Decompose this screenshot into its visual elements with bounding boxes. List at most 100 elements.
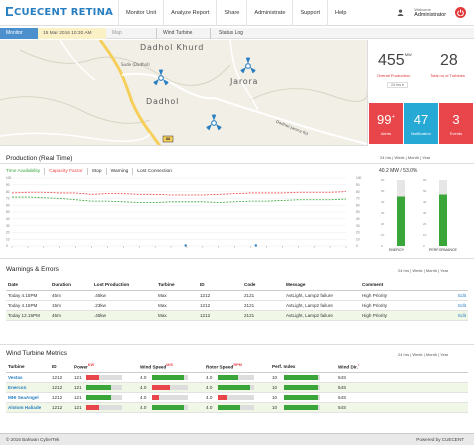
col-turbine[interactable]: Turbine (156, 280, 198, 291)
nav-analyze-report[interactable]: Analyze Report (163, 0, 216, 26)
wtm-title: Wind Turbine Metrics (6, 350, 68, 357)
col-power[interactable]: PowerKW (72, 362, 138, 373)
col-code[interactable]: Code (242, 280, 284, 291)
cell-message: AvtLight, Lamp2 failure (284, 300, 360, 311)
event-marker[interactable] (184, 244, 187, 247)
turbine-link[interactable]: Enercon (6, 382, 50, 393)
col-comment[interactable]: Comment (360, 280, 440, 291)
warnings-title: Warnings & Errors (6, 266, 59, 273)
filter-week[interactable]: Week (412, 352, 423, 357)
warnings-filters: 24 hrs | Week | Month | Year (398, 268, 449, 273)
alerts-value: 99+ (377, 112, 395, 127)
wind-bar (152, 384, 188, 390)
turbine-link[interactable]: Vestas (6, 372, 50, 383)
legend-capacity-factor[interactable]: Capacity Factor (44, 168, 87, 175)
tab-monitor[interactable]: Monitor (0, 28, 38, 39)
turbine-marker-icon[interactable] (239, 57, 257, 75)
wind-bar (152, 394, 188, 400)
filter-week[interactable]: Week (394, 155, 405, 160)
alerts-tile[interactable]: 99+ Alerts (369, 103, 403, 144)
col-id[interactable]: ID (198, 280, 242, 291)
cell-power: 121 (72, 372, 138, 383)
table-row[interactable]: Today 4.15PM 45m .45kw Max 1212 2121 AvtLight,… (6, 290, 468, 301)
series-line-time-availability (12, 196, 347, 203)
filter-month[interactable]: Month (425, 268, 437, 273)
alerts-label: Alerts (380, 131, 392, 136)
tab-status-log[interactable]: Status Log (210, 28, 243, 39)
nav-share[interactable]: Share (216, 0, 246, 26)
filter-24hrs[interactable]: 24 hrs (398, 352, 410, 357)
table-row[interactable]: Today 12.15PM 45m .45kw Max 1212 2121 AvtLight… (6, 310, 468, 321)
col-date[interactable]: Date (6, 280, 50, 291)
cell-turbine: Max (156, 310, 198, 321)
cell-perf: 10 (270, 392, 336, 403)
col-id[interactable]: ID (50, 362, 72, 373)
rotor-bar (218, 404, 254, 410)
col-lost-production[interactable]: Lost Production (92, 280, 156, 291)
divider (0, 344, 474, 345)
nav-monitor-unit[interactable]: Monitor Unit (118, 0, 163, 26)
legend-lost-connection[interactable]: Lost Connection (132, 168, 176, 175)
col-wind-speed[interactable]: Wind SpeedM/S (138, 362, 204, 373)
table-row[interactable]: MHI SeaAngel 1212 121 4.0 4.0 10 54S (6, 392, 468, 403)
cell-power: 121 (72, 382, 138, 393)
legend-warning[interactable]: Warning (105, 168, 133, 175)
filter-month[interactable]: Month (407, 155, 419, 160)
filter-24hrs[interactable]: 24 hrs (398, 268, 410, 273)
col-action (440, 280, 468, 291)
col-duration[interactable]: Duration (50, 280, 92, 291)
edit-link[interactable]: Edit (440, 310, 468, 321)
table-row[interactable]: Vestas 1212 121 4.0 4.0 10 54S (6, 372, 468, 383)
tab-wind-turbine[interactable]: Wind Turbine (156, 28, 192, 39)
map-road-badge: 88 (165, 137, 171, 141)
col-rotor-speed[interactable]: Rotor SpeedRPM (204, 362, 270, 373)
filter-year[interactable]: Year (440, 352, 449, 357)
col-message[interactable]: Message (284, 280, 360, 291)
filter-month[interactable]: Month (425, 352, 437, 357)
events-label: Events (449, 131, 463, 136)
turbine-marker-icon[interactable] (205, 114, 223, 132)
gauge-scale-label: 40 (423, 200, 427, 204)
cell-rotor: 4.0 (204, 402, 270, 413)
legend-stop[interactable]: Stop (86, 168, 106, 175)
user-menu[interactable]: Welcome Administrator (414, 7, 446, 18)
table-row[interactable]: Alstom Haliade 1212 121 4.0 4.0 10 54S (6, 402, 468, 413)
y-tick-label: 50 (6, 210, 10, 214)
event-marker[interactable] (254, 244, 258, 247)
power-button[interactable] (455, 7, 466, 18)
cell-duration: 45m (50, 290, 92, 301)
notification-tile[interactable]: 47 Notification (404, 103, 438, 144)
edit-link[interactable]: Edit (440, 300, 468, 311)
filter-24hrs[interactable]: 24 hrs (380, 155, 392, 160)
production-title: Production (Real Time) (6, 155, 73, 162)
events-tile[interactable]: 3 Events (439, 103, 473, 144)
legend-time-availability[interactable]: Time Availability (6, 169, 41, 174)
tab-map[interactable]: Map (112, 30, 122, 36)
table-row[interactable]: Today 4.15PM 15m .23kw Max 1212 2121 AvtLight,… (6, 300, 468, 311)
cell-message: AvtLight, Lamp2 failure (284, 290, 360, 301)
table-row[interactable]: Enercon 1212 121 4.0 4.0 10 54S (6, 382, 468, 393)
rotor-bar-fill (218, 404, 240, 410)
summary-period-select[interactable]: 24 hrs ▾ (387, 82, 408, 88)
turbine-marker-icon[interactable] (152, 69, 170, 87)
col-turbine[interactable]: Turbine (6, 362, 50, 373)
col-perf-index[interactable]: Perf. Index (270, 362, 336, 373)
app-logo[interactable]: CUECENT RETINA (6, 7, 113, 18)
y-tick-label: 60 (6, 203, 10, 207)
wind-bar-fill (152, 374, 185, 380)
turbine-link[interactable]: MHI SeaAngel (6, 392, 50, 403)
nav-support[interactable]: Support (292, 0, 327, 26)
cell-comment: High Priority (360, 300, 440, 311)
filter-year[interactable]: Year (440, 268, 449, 273)
nav-administrate[interactable]: Administrate (246, 0, 292, 26)
total-turbines-label: Total no of Turbines (430, 73, 465, 78)
cell-perf: 10 (270, 402, 336, 413)
col-wind-dir[interactable]: Wind Dir.• (336, 362, 468, 373)
edit-link[interactable]: Edit (440, 290, 468, 301)
map-view[interactable]: Dadhol Khurd Jarora Dadhol Dadhol-Jarora… (0, 40, 367, 146)
filter-year[interactable]: Year (422, 155, 431, 160)
cell-turbine: Max (156, 300, 198, 311)
filter-week[interactable]: Week (412, 268, 423, 273)
nav-help[interactable]: Help (327, 0, 354, 26)
turbine-link[interactable]: Alstom Haliade (6, 402, 50, 413)
